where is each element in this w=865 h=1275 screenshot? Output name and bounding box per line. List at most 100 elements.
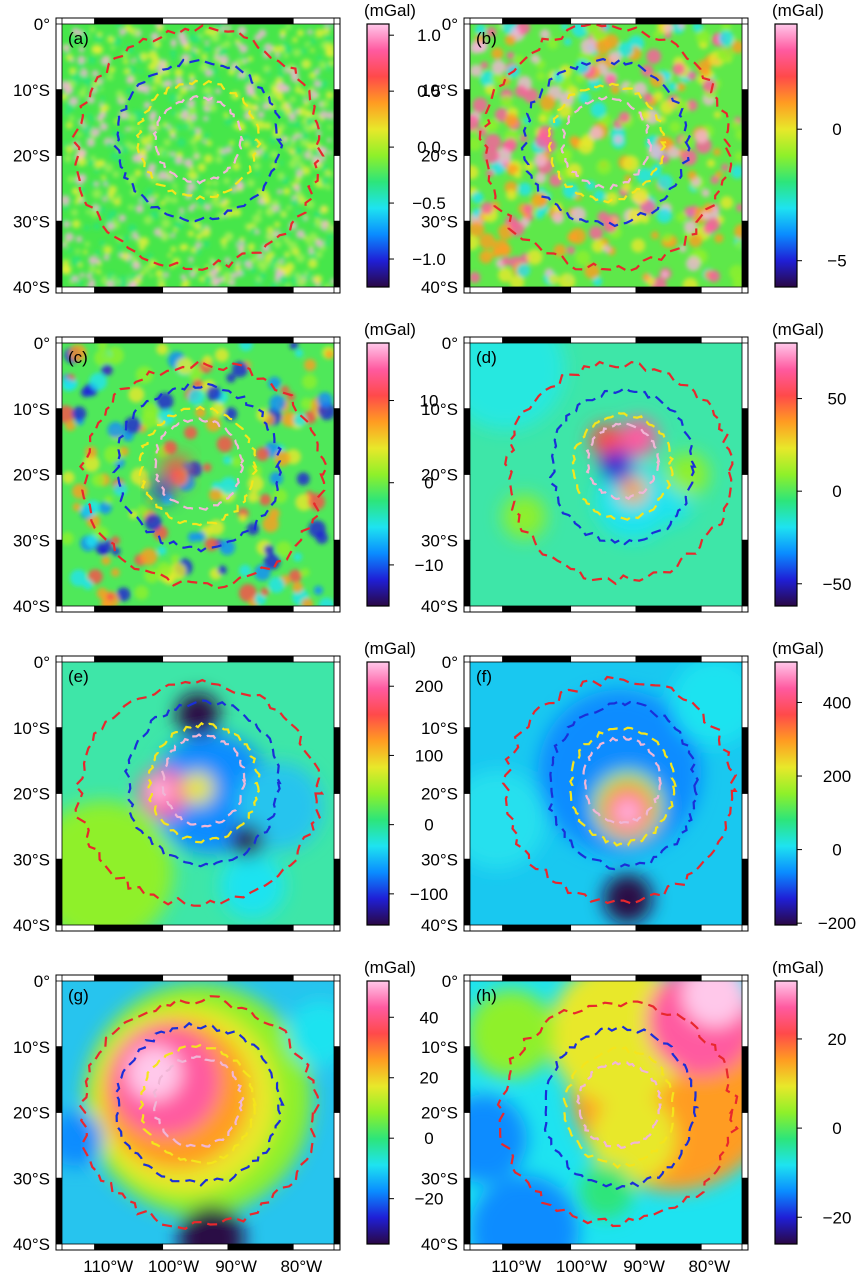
texture-speck xyxy=(112,36,122,47)
texture-speck xyxy=(157,170,168,181)
frame-segment xyxy=(700,605,743,613)
texture-speck xyxy=(116,587,131,602)
texture-speck xyxy=(274,221,281,228)
texture-speck xyxy=(293,120,301,128)
texture-speck xyxy=(181,104,190,112)
frame-segment xyxy=(463,793,471,860)
frame-segment xyxy=(570,924,637,932)
frame-segment xyxy=(94,1243,164,1251)
texture-speck xyxy=(140,52,148,61)
texture-speck xyxy=(96,269,102,275)
texture-speck xyxy=(130,58,136,63)
texture-speck xyxy=(107,36,115,43)
lat-tick-label: 40°S xyxy=(13,278,50,297)
frame-segment xyxy=(741,155,749,222)
texture-speck xyxy=(326,233,333,240)
texture-speck xyxy=(200,227,211,238)
texture-speck xyxy=(470,235,479,251)
center-contour xyxy=(152,94,244,185)
texture-speck xyxy=(189,84,196,91)
frame-segment xyxy=(463,727,471,794)
texture-speck xyxy=(560,24,569,31)
center-contour xyxy=(560,94,653,190)
texture-speck xyxy=(139,110,146,116)
lon-tick-label: 110°W xyxy=(83,1257,133,1275)
texture-speck xyxy=(204,188,212,197)
texture-speck xyxy=(279,274,289,284)
texture-speck xyxy=(86,138,96,147)
texture-speck xyxy=(662,233,672,243)
texture-speck xyxy=(291,134,298,141)
texture-speck xyxy=(75,235,83,243)
texture-speck xyxy=(328,60,334,66)
colorbar-gradient xyxy=(366,661,390,926)
texture-speck xyxy=(94,181,100,187)
frame-segment xyxy=(55,539,63,607)
map-frame xyxy=(55,336,341,613)
texture-speck xyxy=(313,274,323,284)
texture-speck xyxy=(484,133,502,151)
frame-segment xyxy=(94,605,164,613)
texture-speck xyxy=(472,97,488,113)
texture-speck xyxy=(79,198,86,204)
texture-speck xyxy=(188,33,198,43)
texture-speck xyxy=(209,104,218,112)
frame-outline xyxy=(55,655,341,932)
texture-speck xyxy=(88,255,98,265)
texture-speck xyxy=(294,146,302,155)
texture-speck xyxy=(106,141,113,148)
frame-segment xyxy=(570,17,637,25)
colorbar-tick-label: 0.0 xyxy=(417,138,441,157)
frame-segment xyxy=(635,286,702,294)
texture-speck xyxy=(324,34,332,41)
frame-segment xyxy=(463,155,471,222)
texture-speck xyxy=(605,74,617,86)
texture-speck xyxy=(76,132,82,138)
texture-speck xyxy=(224,117,233,126)
texture-speck xyxy=(308,152,314,158)
texture-speck xyxy=(297,133,303,139)
anomaly-blob xyxy=(287,1000,334,1067)
texture-speck xyxy=(293,552,303,562)
texture-speck xyxy=(77,148,87,158)
texture-speck xyxy=(470,64,482,77)
texture-speck xyxy=(288,159,298,169)
texture-speck xyxy=(129,144,137,152)
texture-speck xyxy=(204,537,218,551)
anomaly-blob xyxy=(230,824,264,858)
colorbar-tick-label: −100 xyxy=(410,885,448,904)
texture-speck xyxy=(226,25,232,31)
texture-speck xyxy=(115,90,124,98)
texture-speck xyxy=(734,151,742,162)
texture-speck xyxy=(278,160,284,165)
frame-segment xyxy=(55,89,63,156)
texture-speck xyxy=(491,60,506,75)
frame-segment xyxy=(55,1112,63,1179)
frame-segment xyxy=(700,17,743,25)
texture-speck xyxy=(254,593,267,606)
texture-speck xyxy=(263,544,275,556)
texture-speck xyxy=(313,80,321,88)
texture-speck xyxy=(90,155,96,161)
texture-speck xyxy=(264,122,272,130)
texture-speck xyxy=(308,520,326,538)
texture-speck xyxy=(277,172,285,180)
frame-segment xyxy=(463,661,471,729)
texture-speck xyxy=(117,244,123,249)
texture-speck xyxy=(300,217,306,222)
frame-segment xyxy=(463,1046,471,1113)
texture-speck xyxy=(235,260,241,266)
texture-speck xyxy=(170,554,181,565)
frame-segment xyxy=(741,220,749,288)
frame-segment xyxy=(463,474,471,541)
texture-speck xyxy=(330,278,334,285)
texture-speck xyxy=(279,29,287,37)
texture-speck xyxy=(129,125,137,132)
texture-speck xyxy=(223,198,231,205)
texture-speck xyxy=(511,27,520,37)
texture-speck xyxy=(687,170,697,181)
frame-segment xyxy=(700,924,743,932)
middle-ring-contour xyxy=(112,381,283,553)
texture-speck xyxy=(171,56,176,61)
texture-speck xyxy=(219,539,236,556)
